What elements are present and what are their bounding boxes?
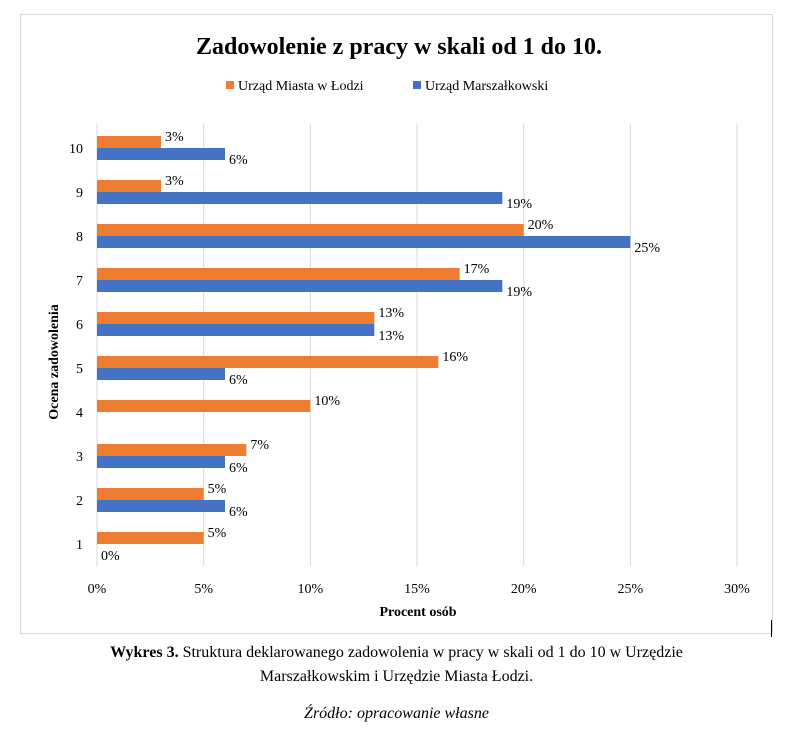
- x-tick-label: 30%: [724, 582, 750, 597]
- chart-area: Zadowolenie z pracy w skali od 1 do 10. …: [20, 14, 773, 634]
- data-label: 16%: [442, 350, 468, 365]
- data-label: 6%: [229, 505, 248, 520]
- bar-labels: 5% 5% 7% 10% 16% 13% 17% 20% 3% 3% 0% 6% 6% 6% 13% 19% 2…: [101, 130, 660, 564]
- data-label: 13%: [378, 329, 404, 344]
- data-label: 3%: [165, 174, 184, 189]
- x-tick-label: 20%: [511, 582, 537, 597]
- data-label: 17%: [464, 262, 490, 277]
- data-label: 19%: [506, 197, 532, 212]
- x-axis-label: Procent osób: [379, 605, 456, 620]
- legend-swatch: [226, 81, 234, 89]
- bar: [97, 368, 225, 380]
- bar: [97, 268, 460, 280]
- data-label: 6%: [229, 373, 248, 388]
- bar: [97, 500, 225, 512]
- bar: [97, 400, 311, 412]
- bar: [97, 456, 225, 468]
- y-tick-label: 9: [76, 186, 83, 201]
- y-tick-label: 6: [76, 318, 83, 333]
- caption-line1: Struktura deklarowanego zadowolenia w pr…: [178, 644, 683, 661]
- y-tick-label: 10: [69, 142, 83, 157]
- data-label: 3%: [165, 130, 184, 145]
- page-edge-mark: [771, 620, 772, 637]
- legend: Urząd Miasta w Łodzi Urząd Marszałkowski: [226, 79, 548, 94]
- data-label: 5%: [208, 482, 227, 497]
- data-label: 0%: [101, 549, 120, 564]
- y-tick-label: 8: [76, 230, 83, 245]
- y-tick-label: 5: [76, 362, 83, 377]
- bar: [97, 236, 631, 248]
- data-label: 6%: [229, 153, 248, 168]
- bar: [97, 180, 161, 192]
- data-label: 6%: [229, 461, 248, 476]
- x-tick-label: 0%: [88, 582, 107, 597]
- bar-chart: Zadowolenie z pracy w skali od 1 do 10. …: [47, 34, 751, 620]
- source-note: Źródło: opracowanie własne: [304, 705, 489, 722]
- x-tick-label: 15%: [404, 582, 430, 597]
- legend-label: Urząd Marszałkowski: [425, 79, 548, 94]
- bar: [97, 224, 524, 236]
- data-label: 5%: [208, 526, 227, 541]
- bar: [97, 312, 375, 324]
- x-tick-label: 10%: [297, 582, 323, 597]
- figure-caption: Wykres 3. Struktura deklarowanego zadowo…: [20, 641, 773, 689]
- x-tick-label: 25%: [617, 582, 643, 597]
- legend-label: Urząd Miasta w Łodzi: [238, 79, 364, 94]
- bar: [97, 488, 204, 500]
- chart-title: Zadowolenie z pracy w skali od 1 do 10.: [196, 34, 602, 60]
- y-tick-label: 4: [76, 406, 83, 421]
- bar: [97, 356, 439, 368]
- bar: [97, 148, 225, 160]
- bar: [97, 532, 204, 544]
- y-axis-label: Ocena zadowolenia: [47, 304, 62, 420]
- y-tick-label: 7: [76, 274, 83, 289]
- legend-swatch: [413, 81, 421, 89]
- data-label: 7%: [250, 438, 269, 453]
- y-tick-label: 2: [76, 494, 83, 509]
- bar: [97, 444, 247, 456]
- x-tick-label: 5%: [194, 582, 213, 597]
- bar: [97, 136, 161, 148]
- bar: [97, 324, 375, 336]
- x-axis-ticks: 0% 5% 10% 15% 20% 25% 30%: [88, 582, 751, 597]
- bars: [97, 136, 631, 544]
- y-axis-ticks: 1 2 3 4 5 6 7 8 9 10: [69, 142, 83, 553]
- data-label: 13%: [378, 306, 404, 321]
- bar: [97, 280, 503, 292]
- caption-line2: Marszałkowskim i Urzędzie Miasta Łodzi.: [259, 668, 534, 685]
- caption-prefix: Wykres 3.: [110, 644, 179, 661]
- data-label: 25%: [634, 241, 660, 256]
- data-label: 10%: [314, 394, 340, 409]
- y-tick-label: 3: [76, 450, 83, 465]
- data-label: 19%: [506, 285, 532, 300]
- bar: [97, 192, 503, 204]
- data-label: 20%: [528, 218, 554, 233]
- y-tick-label: 1: [76, 538, 83, 553]
